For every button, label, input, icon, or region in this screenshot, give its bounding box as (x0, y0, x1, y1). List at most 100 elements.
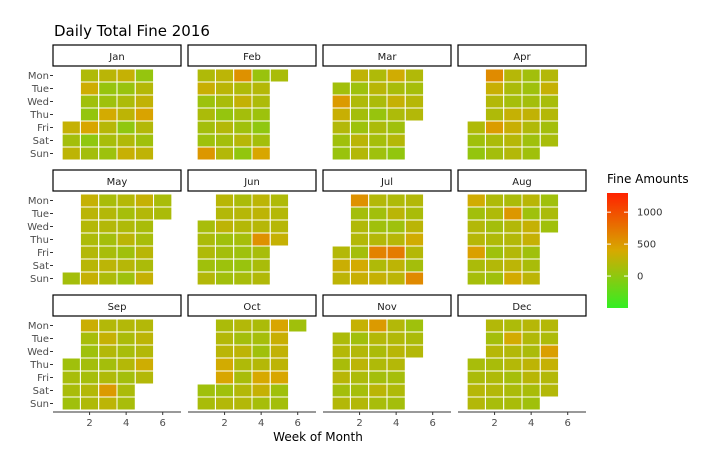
heat-cell (251, 318, 271, 333)
heat-cell (79, 94, 100, 109)
heat-cell (404, 344, 425, 359)
heat-cell (503, 146, 523, 161)
heat-cell (98, 245, 118, 260)
y-tick-label: Wed (27, 347, 49, 358)
heat-cell (61, 271, 81, 286)
x-tick-label: 2 (491, 418, 497, 429)
heat-cell (466, 245, 486, 260)
x-tick-label: 6 (565, 418, 571, 429)
heat-cell (134, 68, 155, 83)
heat-cell (61, 357, 81, 372)
heat-cell (466, 193, 486, 208)
cell-group (196, 68, 290, 161)
heat-cell (539, 120, 560, 135)
heat-cell (116, 318, 136, 333)
heat-cell (386, 331, 406, 346)
heat-cell (349, 344, 370, 359)
heat-cell (349, 219, 370, 234)
heat-cell (79, 206, 100, 221)
heat-cell (386, 94, 406, 109)
x-tick-label: 4 (258, 418, 264, 429)
heat-cell (269, 344, 290, 359)
heat-cell (331, 271, 351, 286)
heat-cell (233, 396, 253, 411)
heat-cell (288, 318, 308, 333)
heat-cell (116, 120, 136, 135)
heat-cell (368, 133, 388, 148)
heat-cell (214, 245, 235, 260)
panel-may: May Mon Tue Wed Thu Fri Sat Sun (27, 169, 182, 286)
heat-cell (251, 271, 271, 286)
heat-cell (98, 146, 118, 161)
heat-cell (503, 94, 523, 109)
heat-cell (404, 271, 425, 286)
heat-cell (521, 318, 541, 333)
heat-cell (386, 357, 406, 372)
heat-cell (466, 383, 486, 398)
heat-cell (503, 370, 523, 385)
heat-cell (61, 396, 81, 411)
cell-group (466, 318, 560, 411)
panel-strip-label: Jun (243, 177, 260, 188)
heat-cell (386, 107, 406, 122)
heat-cell (521, 133, 541, 148)
heat-cell (349, 107, 370, 122)
panel-nov: Nov 2 4 6 (322, 294, 452, 429)
heat-cell (134, 370, 155, 385)
heat-cell (98, 318, 118, 333)
heat-cell (116, 81, 136, 96)
heat-cell (521, 271, 541, 286)
heat-cell (251, 232, 271, 247)
heat-cell (466, 258, 486, 273)
y-tick-label: Fri (37, 373, 49, 384)
heat-cell (521, 146, 541, 161)
heat-cell (368, 232, 388, 247)
heat-cell (484, 94, 505, 109)
y-tick-label: Wed (27, 222, 49, 233)
heat-cell (116, 331, 136, 346)
heat-cell (349, 133, 370, 148)
heat-cell (269, 396, 290, 411)
heat-cell (269, 206, 290, 221)
heat-cell (251, 370, 271, 385)
heat-cell (404, 331, 425, 346)
heat-cell (98, 81, 118, 96)
heat-cell (98, 396, 118, 411)
panel-strip (457, 294, 587, 317)
heat-cell (79, 258, 100, 273)
heat-cell (214, 357, 235, 372)
panel-jun: Jun (187, 169, 317, 286)
heat-cell (233, 370, 253, 385)
y-tick-label: Thu (29, 235, 49, 246)
heat-cell (349, 331, 370, 346)
heat-cell (79, 68, 100, 83)
panel-strip-label: Apr (513, 52, 531, 63)
panel-dec: Dec 2 4 6 (457, 294, 587, 429)
panel-strip-label: Oct (243, 302, 260, 313)
heat-cell (134, 245, 155, 260)
panel-mar: Mar (322, 44, 452, 161)
heat-cell (349, 193, 370, 208)
heat-cell (98, 258, 118, 273)
heat-cell (386, 68, 406, 83)
heat-cell (539, 193, 560, 208)
heat-cell (386, 344, 406, 359)
heat-cell (214, 81, 235, 96)
heat-cell (134, 318, 155, 333)
heat-cell (79, 383, 100, 398)
x-tick-label: 6 (430, 418, 436, 429)
heat-cell (368, 206, 388, 221)
heat-cell (214, 219, 235, 234)
heat-cell (349, 271, 370, 286)
heat-cell (521, 357, 541, 372)
heat-cell (386, 271, 406, 286)
heat-cell (386, 146, 406, 161)
cell-group (331, 193, 425, 286)
heat-cell (251, 68, 271, 83)
y-tick-label: Sun (30, 149, 49, 160)
heat-cell (404, 318, 425, 333)
heat-cell (116, 271, 136, 286)
heat-cell (404, 245, 425, 260)
panel-strip (52, 294, 182, 317)
heat-cell (134, 271, 155, 286)
